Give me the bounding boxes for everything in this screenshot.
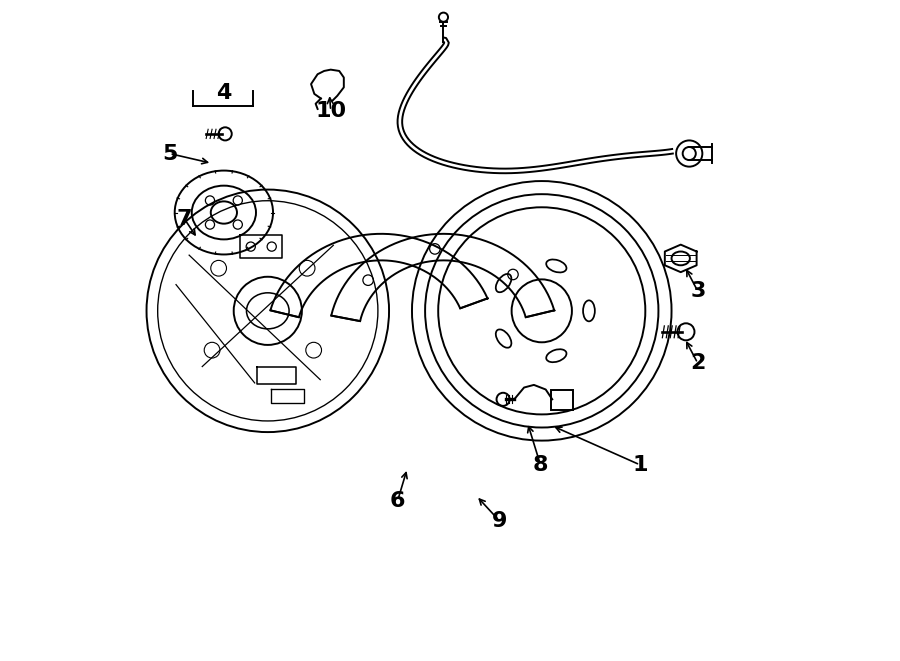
Text: 8: 8: [533, 455, 548, 475]
Text: 9: 9: [491, 510, 507, 531]
Text: 10: 10: [315, 101, 346, 121]
Text: 4: 4: [216, 83, 231, 103]
Text: 5: 5: [162, 143, 177, 163]
Text: 3: 3: [690, 281, 706, 301]
Text: 7: 7: [176, 209, 193, 229]
Text: 6: 6: [390, 491, 405, 511]
Text: 1: 1: [633, 455, 648, 475]
Text: 2: 2: [690, 353, 706, 373]
